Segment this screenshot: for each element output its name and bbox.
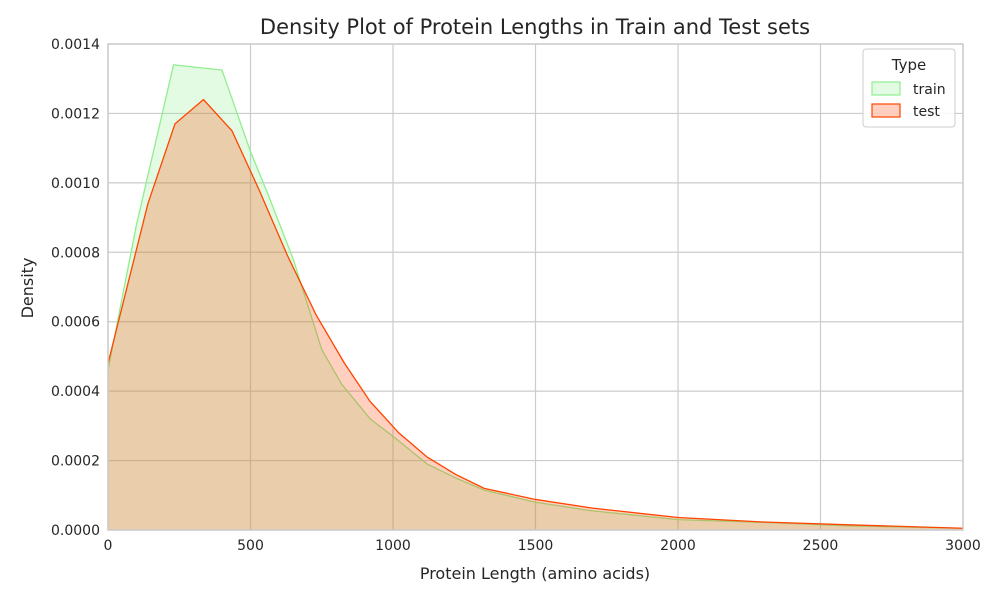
y-tick-label: 0.0004 [51, 384, 100, 400]
y-tick-label: 0.0014 [51, 37, 100, 53]
legend: Type train test [862, 48, 956, 128]
density-area-train [108, 64, 963, 530]
y-tick-label: 0.0010 [51, 176, 100, 192]
x-tick-label: 3000 [945, 538, 981, 554]
y-axis-label: Density [18, 258, 37, 319]
legend-label-test: test [913, 104, 940, 120]
plot-border [107, 43, 964, 531]
density-line-train [107, 64, 964, 529]
legend-swatch-train [871, 81, 901, 96]
density-line-test [107, 98, 964, 529]
density-areas [107, 64, 964, 530]
y-tick-label: 0.0006 [51, 315, 100, 331]
density-area-test [108, 99, 963, 530]
legend-label-train: train [913, 82, 946, 98]
plot-frame [107, 43, 964, 531]
x-tick-label: 2000 [660, 538, 696, 554]
chart-title: Density Plot of Protein Lengths in Train… [260, 15, 810, 39]
y-tick-label: 0.0012 [51, 106, 100, 122]
x-tick-label: 500 [237, 538, 264, 554]
grid [107, 43, 964, 531]
x-tick-label: 1000 [375, 538, 411, 554]
y-tick-label: 0.0000 [51, 523, 100, 539]
x-tick-label: 2500 [803, 538, 839, 554]
x-tick-label: 1500 [518, 538, 554, 554]
legend-title: Type [891, 56, 926, 74]
x-tick-label: 0 [104, 538, 113, 554]
legend-swatch-test [871, 103, 901, 118]
legend-box [862, 48, 956, 128]
y-tick-label: 0.0002 [51, 454, 100, 470]
y-tick-label: 0.0008 [51, 245, 100, 261]
x-axis-label: Protein Length (amino acids) [420, 564, 650, 583]
tick-labels: 0 500 1000 1500 2000 2500 3000 0.0000 0.0002 0.00… [51, 37, 981, 554]
